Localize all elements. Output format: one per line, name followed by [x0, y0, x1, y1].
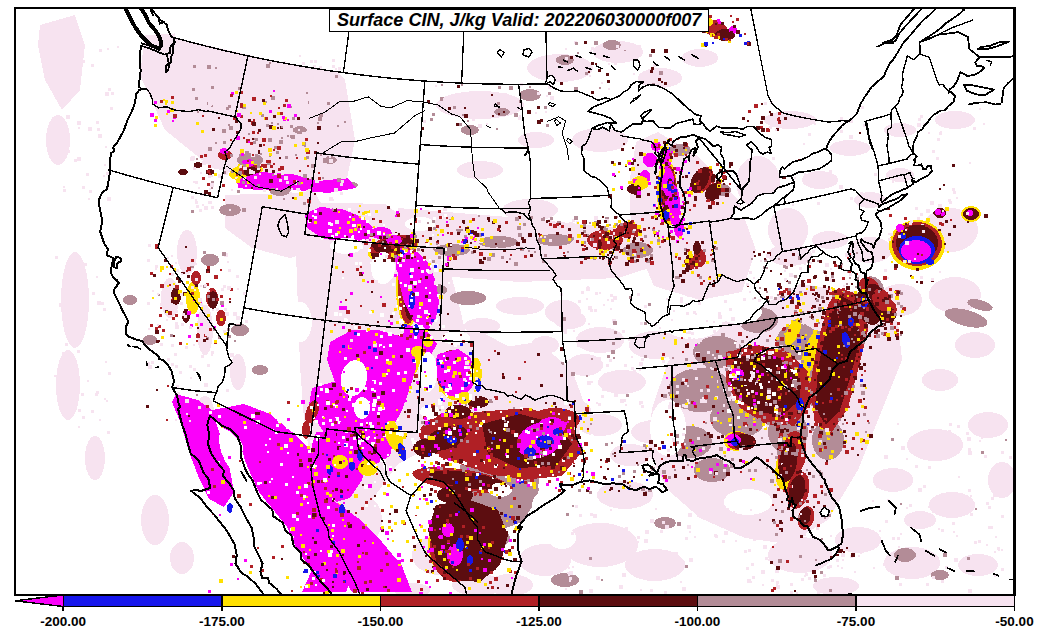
svg-text:-100.00: -100.00 [675, 614, 721, 629]
svg-text:-200.00: -200.00 [40, 614, 86, 629]
svg-text:-50.00: -50.00 [995, 614, 1033, 629]
svg-text:-150.00: -150.00 [357, 614, 403, 629]
svg-text:-125.00: -125.00 [516, 614, 562, 629]
svg-text:-75.00: -75.00 [837, 614, 875, 629]
svg-text:-175.00: -175.00 [199, 614, 245, 629]
